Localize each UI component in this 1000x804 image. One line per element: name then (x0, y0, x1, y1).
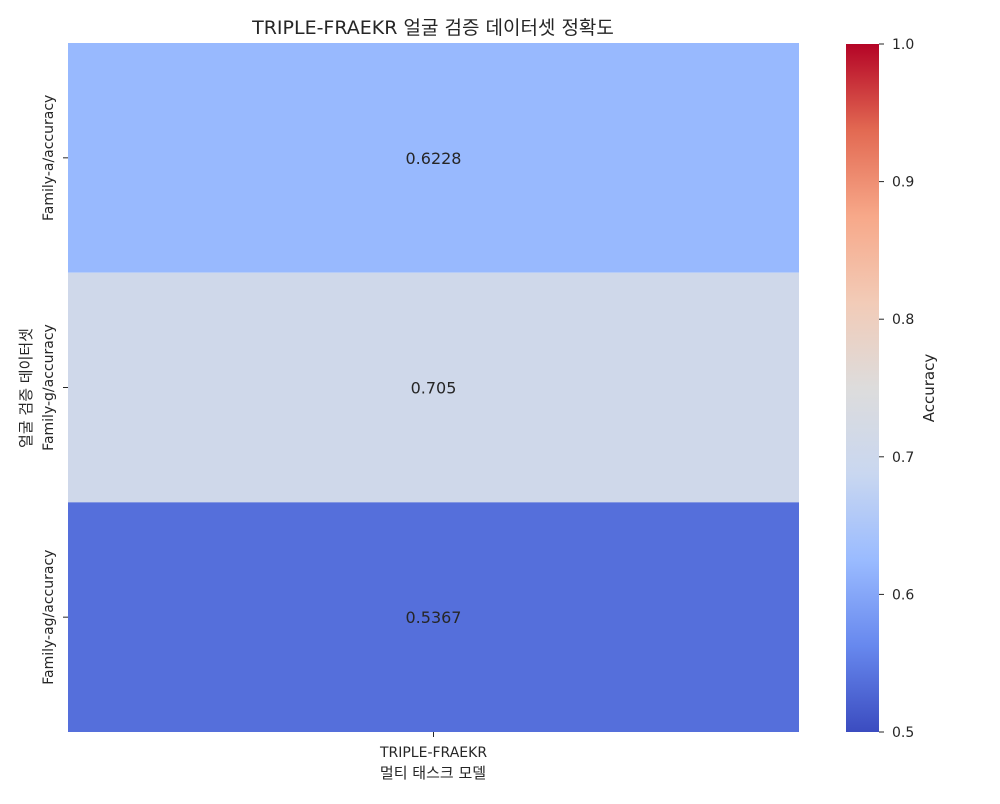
heatmap-cell (68, 502, 799, 732)
y-tick-label: Family-g/accuracy (41, 324, 57, 451)
colorbar (846, 44, 879, 732)
heatmap-cell (68, 43, 799, 273)
colorbar-tick-label: 0.9 (892, 175, 914, 191)
y-axis-label: 얼굴 검증 데이터셋 (17, 328, 35, 448)
x-tick-labels: TRIPLE-FRAEKR (379, 732, 487, 761)
colorbar-tick-label: 0.6 (892, 587, 914, 603)
heatmap-cells (68, 43, 799, 732)
colorbar-tick-label: 0.7 (892, 450, 914, 466)
colorbar-label: Accuracy (920, 354, 938, 423)
colorbar-tick-label: 1.0 (892, 37, 914, 53)
y-tick-label: Family-ag/accuracy (41, 550, 57, 685)
colorbar-ticks: 0.5 0.6 0.7 0.8 0.9 1.0 (879, 37, 914, 741)
cell-value-label: 0.705 (411, 379, 457, 398)
chart-title: TRIPLE-FRAEKR 얼굴 검증 데이터셋 정확도 (251, 17, 614, 39)
colorbar-tick-label: 0.5 (892, 725, 914, 741)
x-tick-label: TRIPLE-FRAEKR (379, 745, 487, 761)
heatmap-value-labels: 0.6228 0.705 0.5367 (406, 149, 462, 627)
y-tick-label: Family-a/accuracy (41, 95, 57, 221)
y-tick-labels: Family-a/accuracy Family-g/accuracy Family… (41, 95, 68, 685)
cell-value-label: 0.6228 (406, 149, 462, 168)
heatmap-cell (68, 272, 799, 503)
x-axis-label: 멀티 태스크 모델 (380, 764, 486, 782)
cell-value-label: 0.5367 (406, 608, 462, 627)
colorbar-tick-label: 0.8 (892, 312, 914, 328)
